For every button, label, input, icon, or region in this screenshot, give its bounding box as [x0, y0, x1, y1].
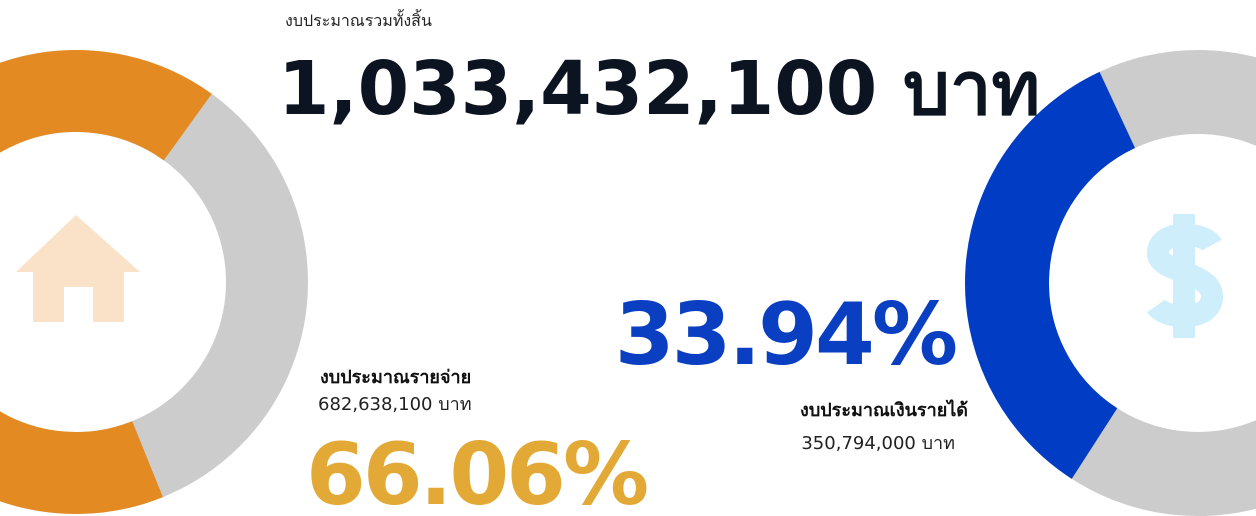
expense-share: 66.06% — [306, 425, 647, 516]
expense-arc — [0, 50, 212, 514]
total-label: งบประมาณรวมทั้งสิ้น — [285, 9, 432, 30]
arcs — [0, 50, 1136, 514]
dollar-icon — [1147, 214, 1223, 338]
expense-label: งบประมาณรายจ่าย — [320, 367, 471, 388]
income-label: งบประมาณเงินรายได้ — [800, 399, 968, 421]
income-amount: 350,794,000 บาท — [801, 433, 955, 454]
income-arc — [965, 71, 1136, 479]
total-amount: 1,033,432,100 บาท — [278, 46, 1040, 132]
income-share: 33.94% — [615, 285, 956, 385]
house-icon — [16, 215, 140, 322]
expense-amount: 682,638,100 บาท — [318, 394, 472, 415]
